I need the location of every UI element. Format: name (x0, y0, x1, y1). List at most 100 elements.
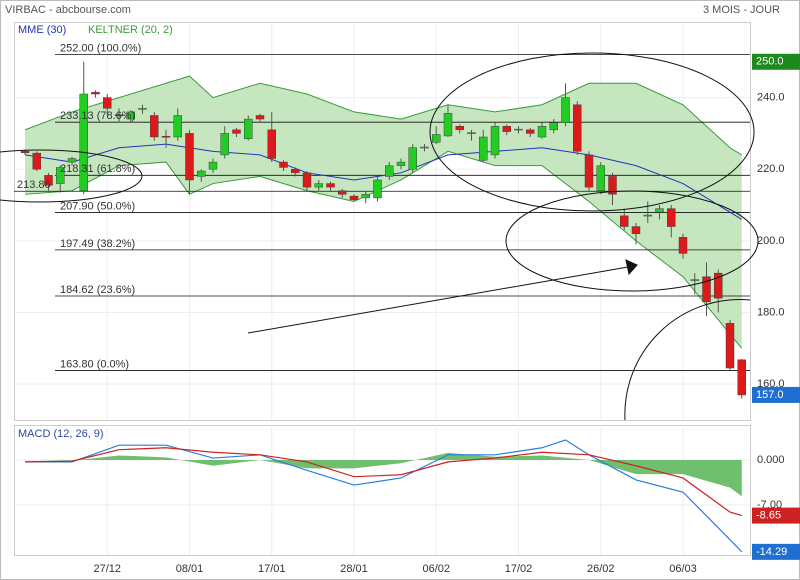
macd-title: MACD (12, 26, 9) (18, 428, 104, 440)
candle-body (702, 276, 711, 303)
candle-body (79, 93, 88, 191)
drawing-ellipse (505, 190, 759, 292)
price-tag-label: -14.29 (756, 546, 787, 558)
candle-body (44, 175, 53, 186)
candle-body (138, 108, 147, 110)
candle-body (56, 167, 65, 184)
candle-body (725, 323, 735, 369)
candle-body (20, 151, 30, 154)
candle-body (208, 161, 218, 170)
fib-label: 163.80 (0.0%) (60, 358, 129, 370)
candle-body (537, 125, 547, 138)
x-tick-label: 17/01 (258, 563, 286, 575)
drawings (0, 52, 759, 421)
candle-body (385, 165, 394, 177)
chart-title: VIRBAC - abcbourse.com (5, 4, 131, 16)
mme-line (24, 143, 743, 220)
candle-body (244, 118, 253, 140)
plot-layer (14, 22, 750, 555)
candle-body (32, 152, 41, 170)
candle-body (338, 190, 347, 195)
fib-label: 233.13 (78.6%) (60, 110, 135, 122)
candle-body (197, 170, 206, 177)
price-tag-label: 157.0 (756, 389, 784, 401)
candle-body (432, 134, 441, 143)
candle-body (267, 129, 276, 159)
candle-body (220, 133, 229, 156)
candle-body (314, 183, 323, 188)
candle-body (150, 115, 159, 138)
candle-body (114, 114, 124, 117)
level-label: 213.86 (17, 179, 51, 191)
candle-body (91, 91, 100, 95)
candle-body (490, 125, 500, 156)
macd-tick-label: 0.000 (757, 454, 785, 466)
candle-body (302, 172, 312, 188)
keltner-upper (24, 75, 743, 156)
drawing-ellipse (0, 149, 143, 203)
price-tag-label: -8.65 (756, 509, 781, 521)
candle-body (643, 214, 652, 217)
fib-label: 197.49 (38.2%) (60, 238, 135, 250)
candle-body (596, 165, 605, 191)
candle-body (608, 176, 617, 195)
candle-body (737, 359, 746, 396)
candle-body (185, 133, 194, 181)
macd-line (25, 439, 743, 553)
candle-body (455, 125, 464, 131)
drawing-ellipse (429, 52, 755, 212)
macd-panel (14, 425, 751, 556)
x-tick-label: 08/01 (176, 563, 204, 575)
candle-body (396, 161, 406, 166)
candle-body (279, 161, 288, 168)
candle-body (526, 129, 535, 134)
x-tick-label: 17/02 (505, 563, 533, 575)
x-tick-label: 28/01 (340, 563, 368, 575)
candle-body (103, 97, 112, 109)
candle-body (479, 136, 488, 161)
price-tag (752, 543, 800, 560)
candle-body (561, 97, 570, 123)
candle-body (620, 215, 629, 227)
x-tick-label: 06/03 (669, 563, 697, 575)
candle-body (420, 146, 429, 149)
candle-body (573, 104, 582, 152)
legend-keltner: KELTNER (20, 2) (88, 24, 173, 36)
x-tick-label: 06/02 (422, 563, 450, 575)
fib-label: 252.00 (100.0%) (60, 43, 141, 55)
candle-body (232, 129, 241, 134)
candle-body (631, 226, 641, 234)
price-tag (752, 53, 800, 70)
price-tag (752, 507, 800, 524)
arrow-head (625, 259, 638, 276)
candle-body (467, 132, 476, 134)
candle-body (67, 158, 77, 163)
y-tick-label: 220.0 (757, 163, 785, 175)
macd-line (24, 447, 742, 517)
y-tick-label: 180.0 (757, 306, 785, 318)
y-tick-label: 240.0 (757, 91, 785, 103)
keltner-fill (25, 76, 742, 349)
drawing-arc (624, 299, 751, 421)
candle-body (690, 279, 699, 281)
x-tick-label: 26/02 (587, 563, 615, 575)
candle-body (667, 208, 676, 227)
x-tick-label: 27/12 (93, 563, 121, 575)
candle-body (678, 237, 688, 254)
candle-body (408, 147, 417, 170)
candle-body (361, 194, 370, 199)
price-tag (752, 386, 800, 403)
candle-body (126, 111, 135, 120)
candle-body (549, 122, 558, 131)
drawing-arrow (247, 266, 629, 334)
candle-body (714, 272, 723, 299)
fib-label: 207.90 (50.0%) (60, 200, 135, 212)
candle-body (291, 168, 300, 174)
candle-body (326, 183, 335, 188)
candle-body (349, 195, 359, 200)
candle-body (514, 128, 523, 131)
candle-body (255, 115, 265, 120)
fib-label: 184.62 (23.6%) (60, 284, 135, 296)
y-tick-label: 200.0 (757, 235, 785, 247)
